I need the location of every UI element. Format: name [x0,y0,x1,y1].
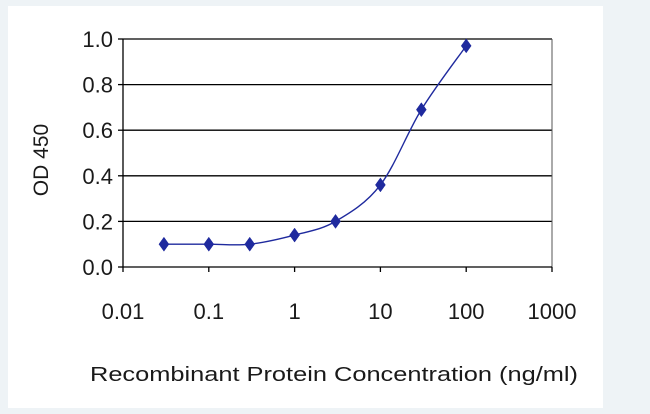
y-tick-label: 0.6 [82,118,113,143]
x-tick-label: 1000 [528,299,577,324]
y-axis-label: OD 450 [30,124,53,196]
data-point-marker [203,236,215,252]
x-tick-label: 10 [368,299,392,324]
x-axis-label: Recombinant Protein Concentration (ng/ml… [90,364,578,386]
y-tick-label: 0.0 [82,255,113,280]
y-tick-label: 0.2 [82,209,113,234]
label-layer: OD 450 Recombinant Protein Concentration… [30,124,578,386]
data-point-marker [244,236,256,252]
x-tick-label: 0.01 [102,299,145,324]
data-point-marker [330,213,341,229]
od450-chart: 0.0 0.2 0.4 0.6 0.8 1.0 0.01 0.1 1 10 100 1000 OD 4… [30,27,578,386]
x-tick-label: 100 [448,299,485,324]
axis-layer: 0.0 0.2 0.4 0.6 0.8 1.0 0.01 0.1 1 10 100 1000 [82,27,576,324]
y-tick-label: 1.0 [82,27,113,52]
chart-panel: 0.0 0.2 0.4 0.6 0.8 1.0 0.01 0.1 1 10 100 1000 OD 4… [8,6,603,408]
x-tick-label: 0.1 [194,299,225,324]
data-point-marker [416,102,427,118]
y-tick-label: 0.8 [82,73,113,98]
series-layer [158,38,472,252]
data-point-marker [375,177,386,193]
series-line [163,45,467,246]
grid-layer [123,38,553,267]
x-tick-label: 1 [288,299,300,324]
data-point-marker [460,38,472,54]
y-tick-label: 0.4 [82,164,113,189]
data-point-marker [158,236,170,252]
data-point-marker [289,227,300,243]
